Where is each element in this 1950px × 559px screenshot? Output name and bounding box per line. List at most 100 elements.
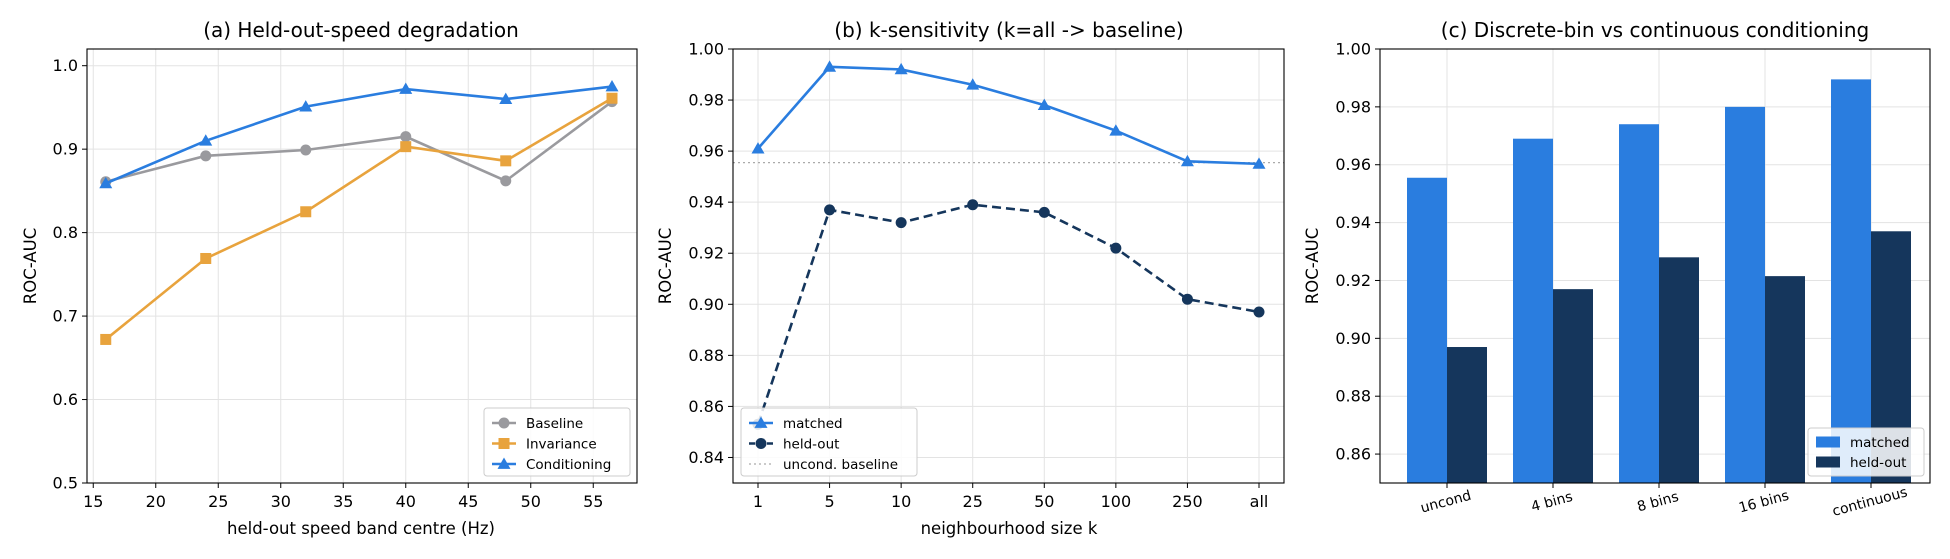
y-tick-label: 0.96 bbox=[688, 142, 724, 161]
x-tick-label: 45 bbox=[458, 492, 478, 511]
data-point-matched bbox=[894, 62, 908, 75]
x-tick-label: 25 bbox=[963, 492, 983, 511]
legend-label: held-out bbox=[1850, 455, 1906, 471]
x-tick-label: all bbox=[1250, 492, 1269, 511]
data-point-matched bbox=[1180, 154, 1194, 167]
x-tick-label: 55 bbox=[583, 492, 603, 511]
x-tick-label: 8 bins bbox=[1635, 489, 1680, 515]
bar-held-out bbox=[1659, 257, 1699, 483]
x-tick-label: continuous bbox=[1831, 484, 1910, 519]
data-point-baseline bbox=[300, 144, 312, 156]
data-point-matched bbox=[966, 78, 980, 90]
series-line-conditioning bbox=[105, 85, 613, 185]
data-point-matched bbox=[1252, 157, 1266, 169]
legend-swatch bbox=[1816, 456, 1840, 468]
data-point-invariance bbox=[200, 252, 212, 264]
x-tick-label: 250 bbox=[1172, 492, 1203, 511]
y-tick-label: 0.98 bbox=[1335, 97, 1371, 116]
panel-c-legend: matched held-out bbox=[1807, 427, 1925, 477]
y-tick-label: 0.84 bbox=[688, 448, 724, 467]
panel-b-legend: matched held-out uncond. baseline bbox=[740, 407, 918, 477]
data-point-baseline bbox=[500, 175, 512, 187]
bar-matched bbox=[1619, 124, 1659, 483]
data-point-held-out bbox=[1110, 242, 1122, 254]
panel-b-frame bbox=[732, 48, 1285, 484]
series-line-invariance bbox=[104, 97, 613, 341]
y-tick-label: 0.90 bbox=[1335, 329, 1371, 348]
series-line-matched bbox=[757, 65, 1260, 166]
series-line-baseline bbox=[105, 100, 613, 183]
x-tick-label: 5 bbox=[824, 492, 834, 511]
legend-label: Invariance bbox=[526, 437, 597, 453]
data-point-invariance bbox=[500, 155, 512, 167]
panel-c-title: (c) Discrete-bin vs continuous condition… bbox=[1441, 18, 1869, 42]
y-tick-label: 0.86 bbox=[1335, 445, 1371, 464]
legend-label: held-out bbox=[783, 437, 839, 453]
data-point-held-out bbox=[1181, 293, 1193, 305]
data-point-baseline bbox=[200, 150, 212, 162]
y-tick-label: 0.98 bbox=[688, 91, 724, 110]
y-tick-label: 0.94 bbox=[1335, 213, 1371, 232]
panel-a-xlabel: held-out speed band centre (Hz) bbox=[227, 519, 495, 538]
data-point-baseline bbox=[400, 131, 412, 143]
series-line-held-out bbox=[756, 203, 1260, 425]
legend-marker bbox=[497, 457, 511, 469]
bar-matched bbox=[1513, 138, 1553, 483]
panel-b-series bbox=[733, 60, 1284, 430]
panel-c-frame bbox=[1379, 48, 1931, 484]
y-tick-label: 0.5 bbox=[53, 474, 78, 493]
legend-label: Baseline bbox=[526, 416, 583, 432]
bar-held-out bbox=[1765, 276, 1805, 483]
y-tick-label: 0.90 bbox=[688, 295, 724, 314]
legend-swatch bbox=[1816, 436, 1840, 448]
x-tick-label: 15 bbox=[83, 492, 103, 511]
y-tick-label: 0.92 bbox=[688, 244, 724, 263]
x-tick-label: 50 bbox=[1034, 492, 1054, 511]
panel-b-ylabel: ROC-AUC bbox=[656, 228, 675, 304]
panel-a-series bbox=[99, 80, 619, 345]
data-point-matched bbox=[1109, 124, 1123, 136]
panel-a-grid bbox=[87, 49, 637, 484]
panel-b-title: (b) k-sensitivity (k=all -> baseline) bbox=[834, 18, 1183, 42]
legend-marker bbox=[498, 417, 510, 429]
y-tick-label: 0.6 bbox=[53, 390, 78, 409]
data-point-held-out bbox=[1038, 206, 1050, 218]
panel-c-ylabel: ROC-AUC bbox=[1303, 228, 1322, 304]
y-tick-label: 0.92 bbox=[1335, 271, 1371, 290]
panel-b-xlabel: neighbourhood size k bbox=[921, 519, 1098, 538]
x-tick-label: 30 bbox=[271, 492, 291, 511]
legend-label: uncond. baseline bbox=[783, 457, 898, 473]
panel-a-ylabel: ROC-AUC bbox=[21, 228, 40, 304]
legend-box bbox=[740, 407, 918, 477]
y-tick-label: 1.00 bbox=[688, 40, 724, 59]
data-point-conditioning bbox=[605, 80, 619, 92]
y-tick-label: 0.9 bbox=[53, 140, 78, 159]
data-point-conditioning bbox=[199, 134, 213, 146]
panel-b: (b) k-sensitivity (k=all -> baseline) ne… bbox=[656, 18, 1285, 538]
y-tick-label: 0.94 bbox=[688, 193, 724, 212]
data-point-conditioning bbox=[399, 82, 413, 94]
x-tick-label: 20 bbox=[146, 492, 166, 511]
x-tick-label: 25 bbox=[208, 492, 228, 511]
x-tick-label: 50 bbox=[521, 492, 541, 511]
x-tick-label: uncond bbox=[1419, 488, 1473, 517]
legend-label: Conditioning bbox=[526, 457, 611, 473]
panel-a-frame bbox=[86, 48, 638, 484]
data-point-matched bbox=[823, 60, 837, 72]
bar-matched bbox=[1831, 79, 1871, 483]
panel-c: (c) Discrete-bin vs continuous condition… bbox=[1303, 18, 1931, 520]
y-tick-label: 1.00 bbox=[1335, 40, 1371, 59]
y-tick-label: 0.7 bbox=[53, 307, 78, 326]
bar-matched bbox=[1407, 177, 1447, 483]
bar-held-out bbox=[1553, 289, 1593, 483]
data-point-matched bbox=[751, 142, 765, 154]
data-point-invariance bbox=[300, 206, 312, 218]
data-point-held-out bbox=[895, 217, 907, 229]
y-tick-label: 0.88 bbox=[1335, 387, 1371, 406]
legend-label: matched bbox=[1850, 435, 1910, 451]
legend-marker bbox=[755, 438, 767, 449]
x-tick-label: 100 bbox=[1101, 492, 1132, 511]
y-tick-label: 0.8 bbox=[53, 223, 78, 242]
x-tick-label: 1 bbox=[753, 492, 763, 511]
